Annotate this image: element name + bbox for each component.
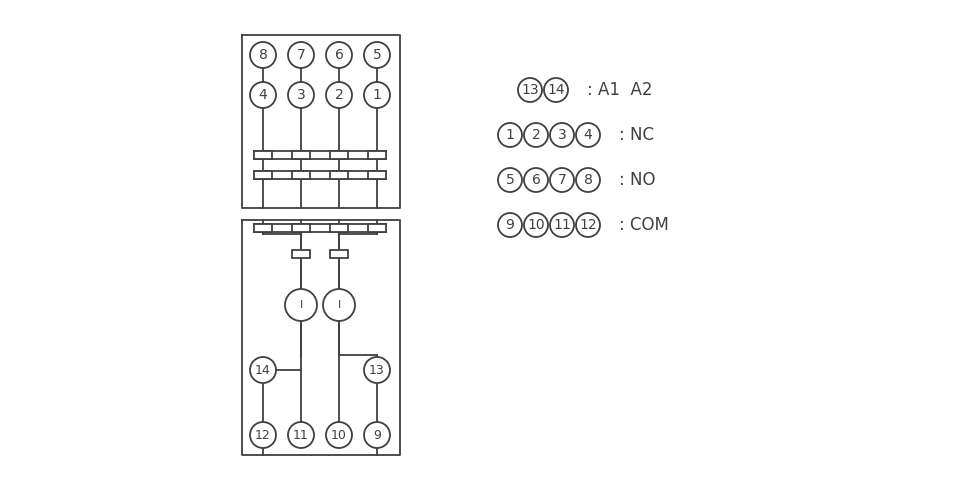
Text: 3: 3: [296, 88, 305, 102]
Circle shape: [364, 42, 390, 68]
Bar: [292, 171, 310, 179]
Circle shape: [326, 82, 352, 108]
Circle shape: [250, 82, 276, 108]
Text: 5: 5: [506, 173, 515, 187]
Text: 7: 7: [557, 173, 566, 187]
Circle shape: [498, 213, 522, 237]
Circle shape: [250, 422, 276, 448]
Circle shape: [550, 123, 574, 147]
Text: I: I: [337, 300, 341, 310]
Text: 14: 14: [548, 83, 565, 97]
Circle shape: [250, 42, 276, 68]
Circle shape: [364, 357, 390, 383]
Text: : COM: : COM: [619, 216, 669, 234]
Bar: [368, 224, 386, 232]
Text: 7: 7: [296, 48, 305, 62]
Text: 8: 8: [584, 173, 592, 187]
Circle shape: [550, 168, 574, 192]
Text: 2: 2: [335, 88, 344, 102]
Circle shape: [250, 357, 276, 383]
Circle shape: [518, 78, 542, 102]
Text: 4: 4: [584, 128, 592, 142]
Circle shape: [326, 422, 352, 448]
Circle shape: [326, 42, 352, 68]
Bar: [330, 151, 348, 159]
Text: 14: 14: [255, 363, 271, 377]
Text: 10: 10: [527, 218, 545, 232]
Circle shape: [288, 82, 314, 108]
Circle shape: [364, 422, 390, 448]
Circle shape: [498, 123, 522, 147]
Text: 4: 4: [258, 88, 267, 102]
Bar: [254, 171, 272, 179]
Circle shape: [576, 123, 600, 147]
Circle shape: [544, 78, 568, 102]
Circle shape: [285, 289, 317, 321]
Text: 3: 3: [557, 128, 566, 142]
Text: 1: 1: [506, 128, 515, 142]
Text: : NC: : NC: [619, 126, 654, 144]
Text: 9: 9: [373, 428, 381, 441]
Circle shape: [498, 168, 522, 192]
Text: 6: 6: [531, 173, 541, 187]
Text: I: I: [299, 300, 303, 310]
Text: 13: 13: [521, 83, 539, 97]
Text: 2: 2: [532, 128, 541, 142]
Text: 9: 9: [506, 218, 515, 232]
Text: 11: 11: [553, 218, 571, 232]
Circle shape: [323, 289, 355, 321]
Text: 13: 13: [369, 363, 385, 377]
Bar: [368, 151, 386, 159]
Text: 8: 8: [258, 48, 267, 62]
Bar: [330, 250, 348, 258]
Text: : NO: : NO: [619, 171, 655, 189]
Circle shape: [524, 213, 548, 237]
Bar: [292, 224, 310, 232]
Text: : A1  A2: : A1 A2: [587, 81, 653, 99]
Circle shape: [288, 42, 314, 68]
Bar: [254, 224, 272, 232]
Bar: [292, 250, 310, 258]
Circle shape: [550, 213, 574, 237]
Bar: [254, 151, 272, 159]
Circle shape: [576, 213, 600, 237]
Circle shape: [288, 422, 314, 448]
Bar: [292, 151, 310, 159]
Bar: [330, 224, 348, 232]
Text: 5: 5: [373, 48, 382, 62]
Text: 10: 10: [331, 428, 347, 441]
Circle shape: [524, 168, 548, 192]
Text: 11: 11: [293, 428, 309, 441]
Text: 1: 1: [373, 88, 382, 102]
Circle shape: [364, 82, 390, 108]
Circle shape: [576, 168, 600, 192]
Bar: [330, 171, 348, 179]
Text: 6: 6: [335, 48, 344, 62]
Text: 12: 12: [255, 428, 271, 441]
Circle shape: [524, 123, 548, 147]
Bar: [368, 171, 386, 179]
Text: 12: 12: [579, 218, 597, 232]
